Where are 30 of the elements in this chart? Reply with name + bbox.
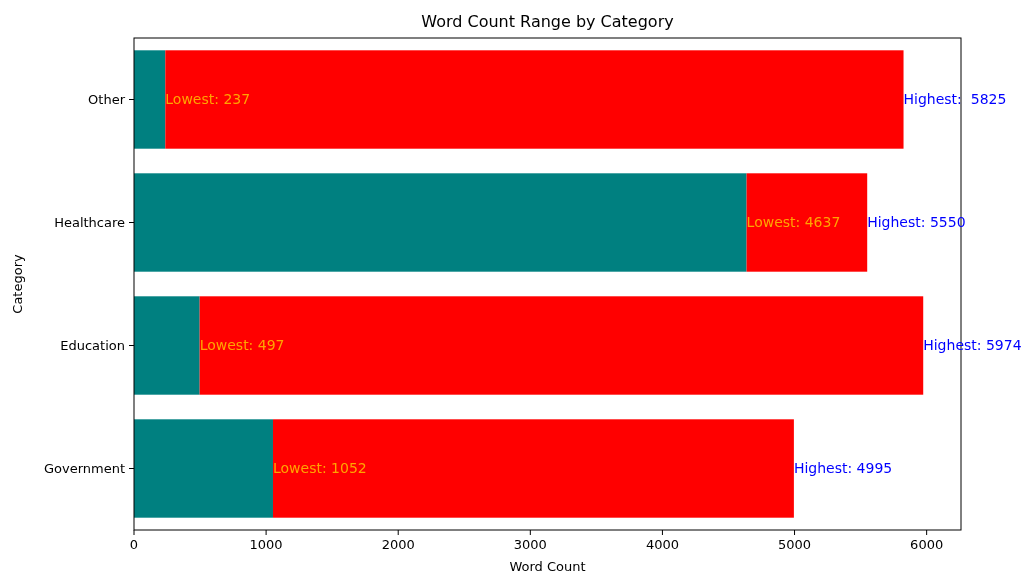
bar bbox=[134, 419, 273, 518]
annotation: Highest: 5825 bbox=[903, 91, 1007, 108]
x-tick-label: 5000 bbox=[778, 537, 812, 552]
bar bbox=[199, 296, 924, 395]
y-tick-label: Healthcare bbox=[54, 215, 125, 231]
x-tick-label: 4000 bbox=[645, 537, 679, 552]
annotation: Lowest: 237 bbox=[165, 91, 251, 108]
bar bbox=[746, 173, 868, 272]
y-axis-title: Category bbox=[10, 254, 25, 314]
x-tick-label: 2000 bbox=[381, 537, 415, 552]
x-tick-label: 0 bbox=[129, 537, 139, 552]
annotation: Lowest: 4637 bbox=[746, 214, 841, 231]
bar bbox=[134, 173, 747, 272]
x-tick-label: 6000 bbox=[910, 537, 944, 552]
bar bbox=[134, 50, 166, 149]
bar bbox=[165, 50, 904, 149]
y-tick-label: Other bbox=[88, 92, 126, 108]
annotation: Highest: 4995 bbox=[793, 460, 893, 477]
annotation: Lowest: 497 bbox=[199, 337, 285, 354]
annotation: Lowest: 1052 bbox=[272, 460, 367, 477]
annotation: Highest: 5974 bbox=[923, 337, 1022, 354]
y-tick-label: Education bbox=[60, 338, 125, 354]
x-tick-label: 1000 bbox=[249, 537, 283, 552]
x-tick-label: 3000 bbox=[513, 537, 547, 552]
y-tick-label: Government bbox=[43, 461, 125, 477]
chart-title: Word Count Range by Category bbox=[421, 12, 674, 31]
x-axis-title: Word Count bbox=[509, 559, 586, 574]
bar bbox=[272, 419, 794, 518]
bar bbox=[134, 296, 200, 395]
annotation: Highest: 5550 bbox=[867, 214, 966, 231]
